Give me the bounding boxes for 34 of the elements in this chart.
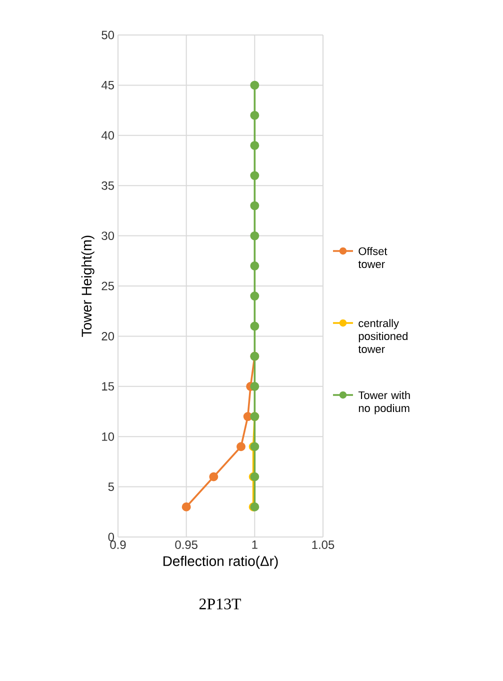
legend-label: centrally positioned tower [358,319,408,354]
y-tick-label: 25 [102,282,114,290]
y-tick-label: 0 [108,532,114,542]
y-tick-label: 10 [102,432,114,441]
x-tick-label: 0.9 [110,540,126,549]
y-tick-label: 30 [102,232,114,240]
x-tick-label: 1 [252,540,258,549]
y-tick-label: 45 [101,81,114,90]
point [250,292,260,301]
x-axis-title: Deflection ratio(Δr) [164,556,278,569]
point [250,261,260,270]
y-tick-label: 35 [102,181,114,190]
point [250,171,260,180]
y-tick-label: 20 [102,332,114,340]
point [250,322,260,331]
text: 2P13T [199,598,241,610]
point [250,382,260,391]
y-tick-label: 40 [101,131,114,140]
legend-label: Tower with no podium [358,391,410,414]
y-tick-label: 5 [108,482,114,491]
x-tick-label: 0.95 [175,540,198,549]
point [250,140,260,150]
point [250,201,260,210]
point [182,502,191,512]
point [250,231,260,240]
legend-label: Offset tower [358,247,388,268]
y-tick-label: 15 [102,382,114,391]
point [250,110,260,120]
y-axis-title: Tower Height(m) [81,236,94,337]
y-tick-label: 50 [102,30,114,40]
point [209,472,218,482]
point [236,442,246,452]
point [250,80,260,90]
x-tick-label: 1.05 [312,540,334,549]
